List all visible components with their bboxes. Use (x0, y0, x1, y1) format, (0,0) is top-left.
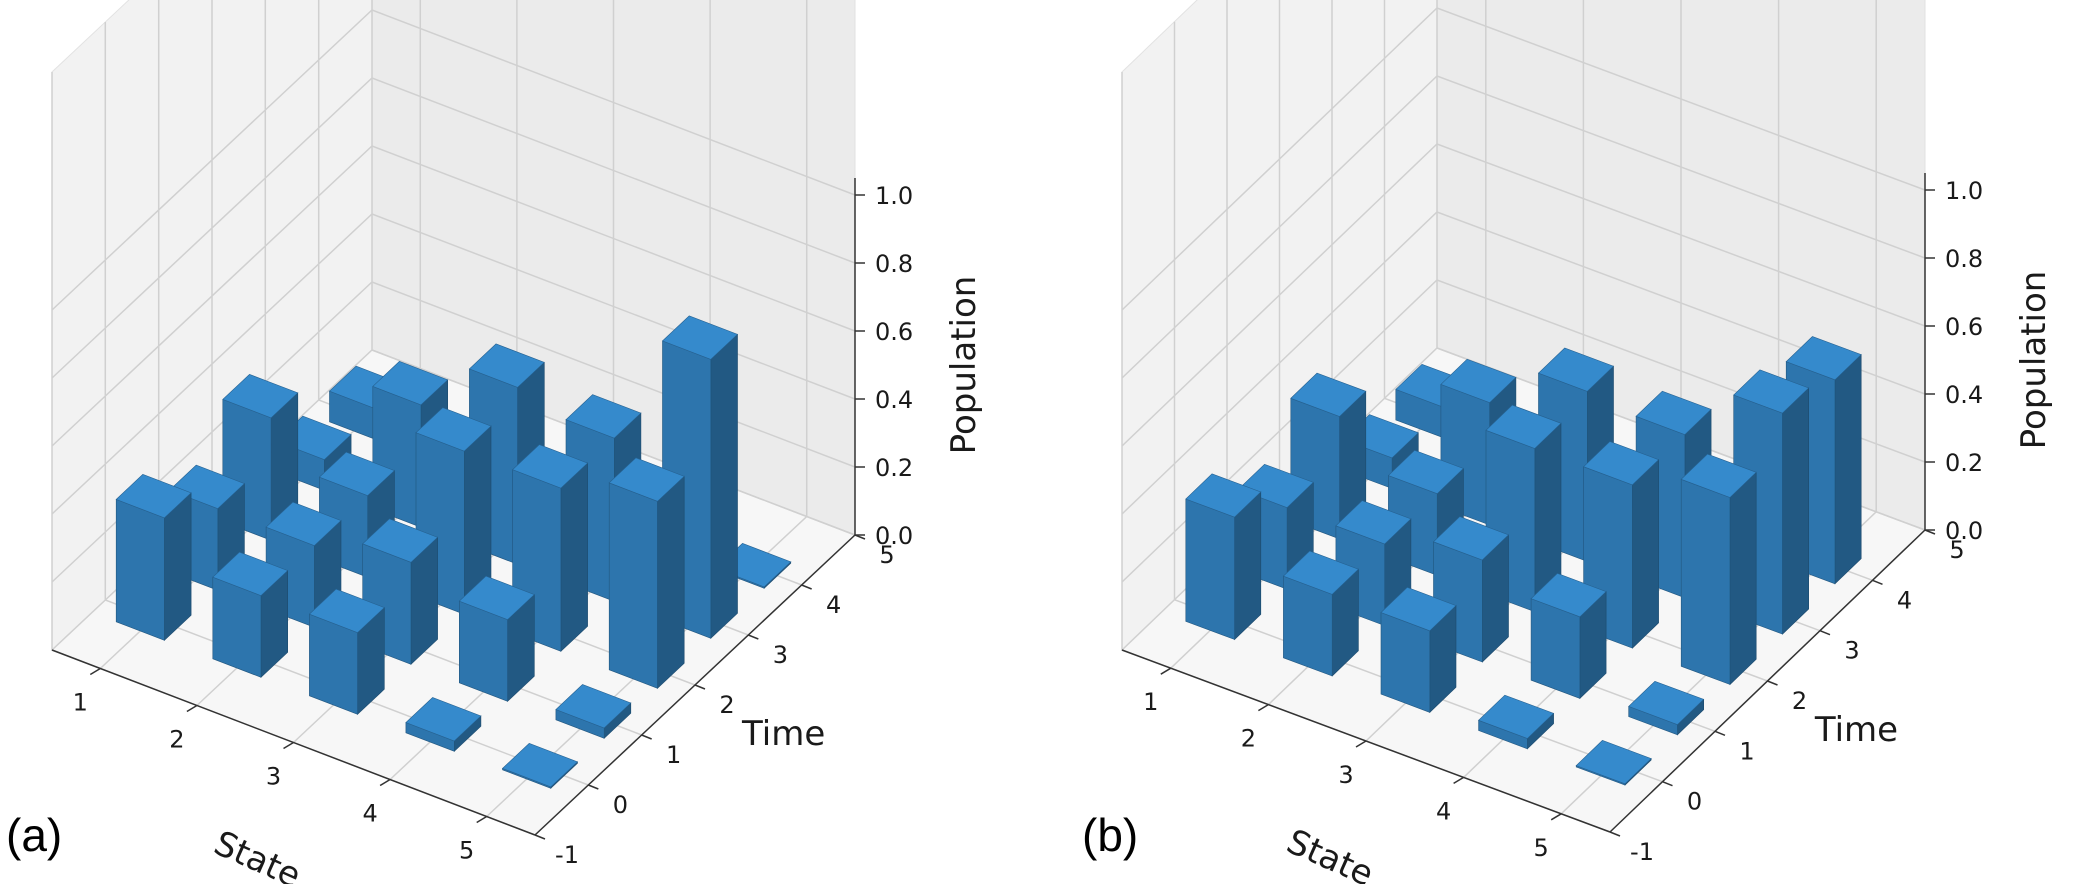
z-tick-label: 0.0 (875, 522, 913, 550)
x-tick-mark (379, 778, 391, 787)
bar-state-5-time-2 (608, 457, 685, 689)
y-tick-mark (1714, 730, 1726, 737)
z-tick-label: 0.0 (1945, 517, 1983, 545)
x-axis-label: State (1281, 822, 1379, 884)
y-tick-mark (748, 634, 759, 640)
z-axis-label: Population (944, 276, 984, 455)
x-tick-label: 3 (1338, 761, 1353, 789)
x-tick-mark (1160, 667, 1172, 675)
x-tick-mark (1453, 776, 1464, 785)
x-tick-label: 5 (1534, 834, 1549, 862)
x-tick-mark (89, 667, 101, 676)
y-tick-label: 5 (879, 541, 894, 569)
y-tick-mark (801, 584, 812, 590)
y-tick-label: 1 (1739, 737, 1754, 765)
x-tick-label: 1 (1143, 688, 1158, 716)
x-tick-label: 1 (73, 689, 88, 717)
y-axis-label: Time (741, 714, 825, 754)
x-tick-label: 4 (362, 800, 377, 828)
x-tick-mark (283, 741, 294, 750)
bar-state-2-time-0 (1282, 550, 1359, 677)
y-tick-label: 0 (1687, 788, 1702, 816)
bar-state-3-time-1 (1432, 516, 1510, 663)
z-tick-label: 0.4 (875, 386, 913, 414)
y-axis-label: Time (1814, 710, 1898, 750)
bar-state-1-time-0 (1185, 473, 1262, 641)
y-tick-mark (641, 734, 652, 740)
y-tick-mark (1609, 831, 1621, 837)
x-tick-label: 3 (266, 763, 281, 791)
y-tick-mark (1662, 780, 1673, 787)
y-tick-mark (588, 784, 599, 790)
y-tick-label: 3 (1844, 637, 1859, 665)
bar-state-5-time-2 (1680, 453, 1757, 686)
y-tick-mark (1819, 629, 1831, 636)
x-tick-label: 4 (1436, 797, 1451, 825)
z-axis-label: Population (2014, 271, 2054, 450)
z-tick-label: 1.0 (1945, 177, 1983, 205)
y-tick-label: 1 (666, 741, 681, 769)
y-tick-label: 3 (773, 641, 788, 669)
x-tick-mark (1355, 740, 1367, 748)
y-tick-mark (694, 684, 706, 690)
bar-state-5-time-1 (555, 684, 632, 739)
x-tick-mark (476, 815, 488, 824)
z-tick-label: 0.6 (875, 318, 913, 346)
z-tick-label: 0.8 (875, 250, 913, 278)
y-tick-label: -1 (1630, 838, 1654, 866)
x-tick-mark (186, 704, 198, 713)
bar-state-4-time-0 (405, 697, 482, 752)
z-tick-label: 0.2 (1945, 449, 1983, 477)
bar-state-5-time-3 (1733, 369, 1810, 635)
z-tick-label: 0.6 (1945, 313, 1983, 341)
z-tick-label: 0.4 (1945, 381, 1983, 409)
bar-state-4-time-0 (1478, 694, 1555, 750)
z-tick-label: 0.8 (1945, 245, 1983, 273)
y-tick-label: 0 (613, 791, 628, 819)
y-tick-label: -1 (555, 841, 579, 869)
y-tick-label: 4 (1897, 586, 1912, 614)
x-tick-mark (1258, 703, 1269, 712)
y-tick-mark (1872, 579, 1883, 586)
bar-state-2-time-0 (212, 551, 289, 678)
panel-label-a: (a) (6, 809, 63, 861)
x-axis-label: State (208, 823, 306, 884)
bar-state-4-time-1 (458, 575, 535, 702)
x-tick-mark (1550, 813, 1562, 821)
z-tick-label: 1.0 (875, 182, 913, 210)
y-tick-label: 4 (826, 591, 841, 619)
x-tick-label: 2 (169, 726, 184, 754)
panel-label-b: (b) (1082, 809, 1139, 861)
bar-state-1-time-0 (115, 474, 192, 641)
y-tick-label: 2 (1792, 687, 1807, 715)
x-tick-label: 2 (1241, 725, 1256, 753)
x-tick-label: 5 (459, 837, 474, 865)
bar-state-3-time-0 (1380, 587, 1457, 714)
z-tick-label: 0.2 (875, 454, 913, 482)
bar-state-4-time-1 (1530, 573, 1607, 700)
bar-state-5-time-0 (1575, 740, 1652, 786)
y-tick-mark (1767, 680, 1778, 686)
y-tick-label: 5 (1949, 536, 1964, 564)
y-tick-mark (534, 834, 546, 840)
bar-state-3-time-0 (308, 588, 385, 715)
y-tick-label: 2 (719, 691, 734, 719)
bar-state-5-time-1 (1628, 680, 1705, 736)
bar-state-5-time-0 (501, 743, 579, 789)
